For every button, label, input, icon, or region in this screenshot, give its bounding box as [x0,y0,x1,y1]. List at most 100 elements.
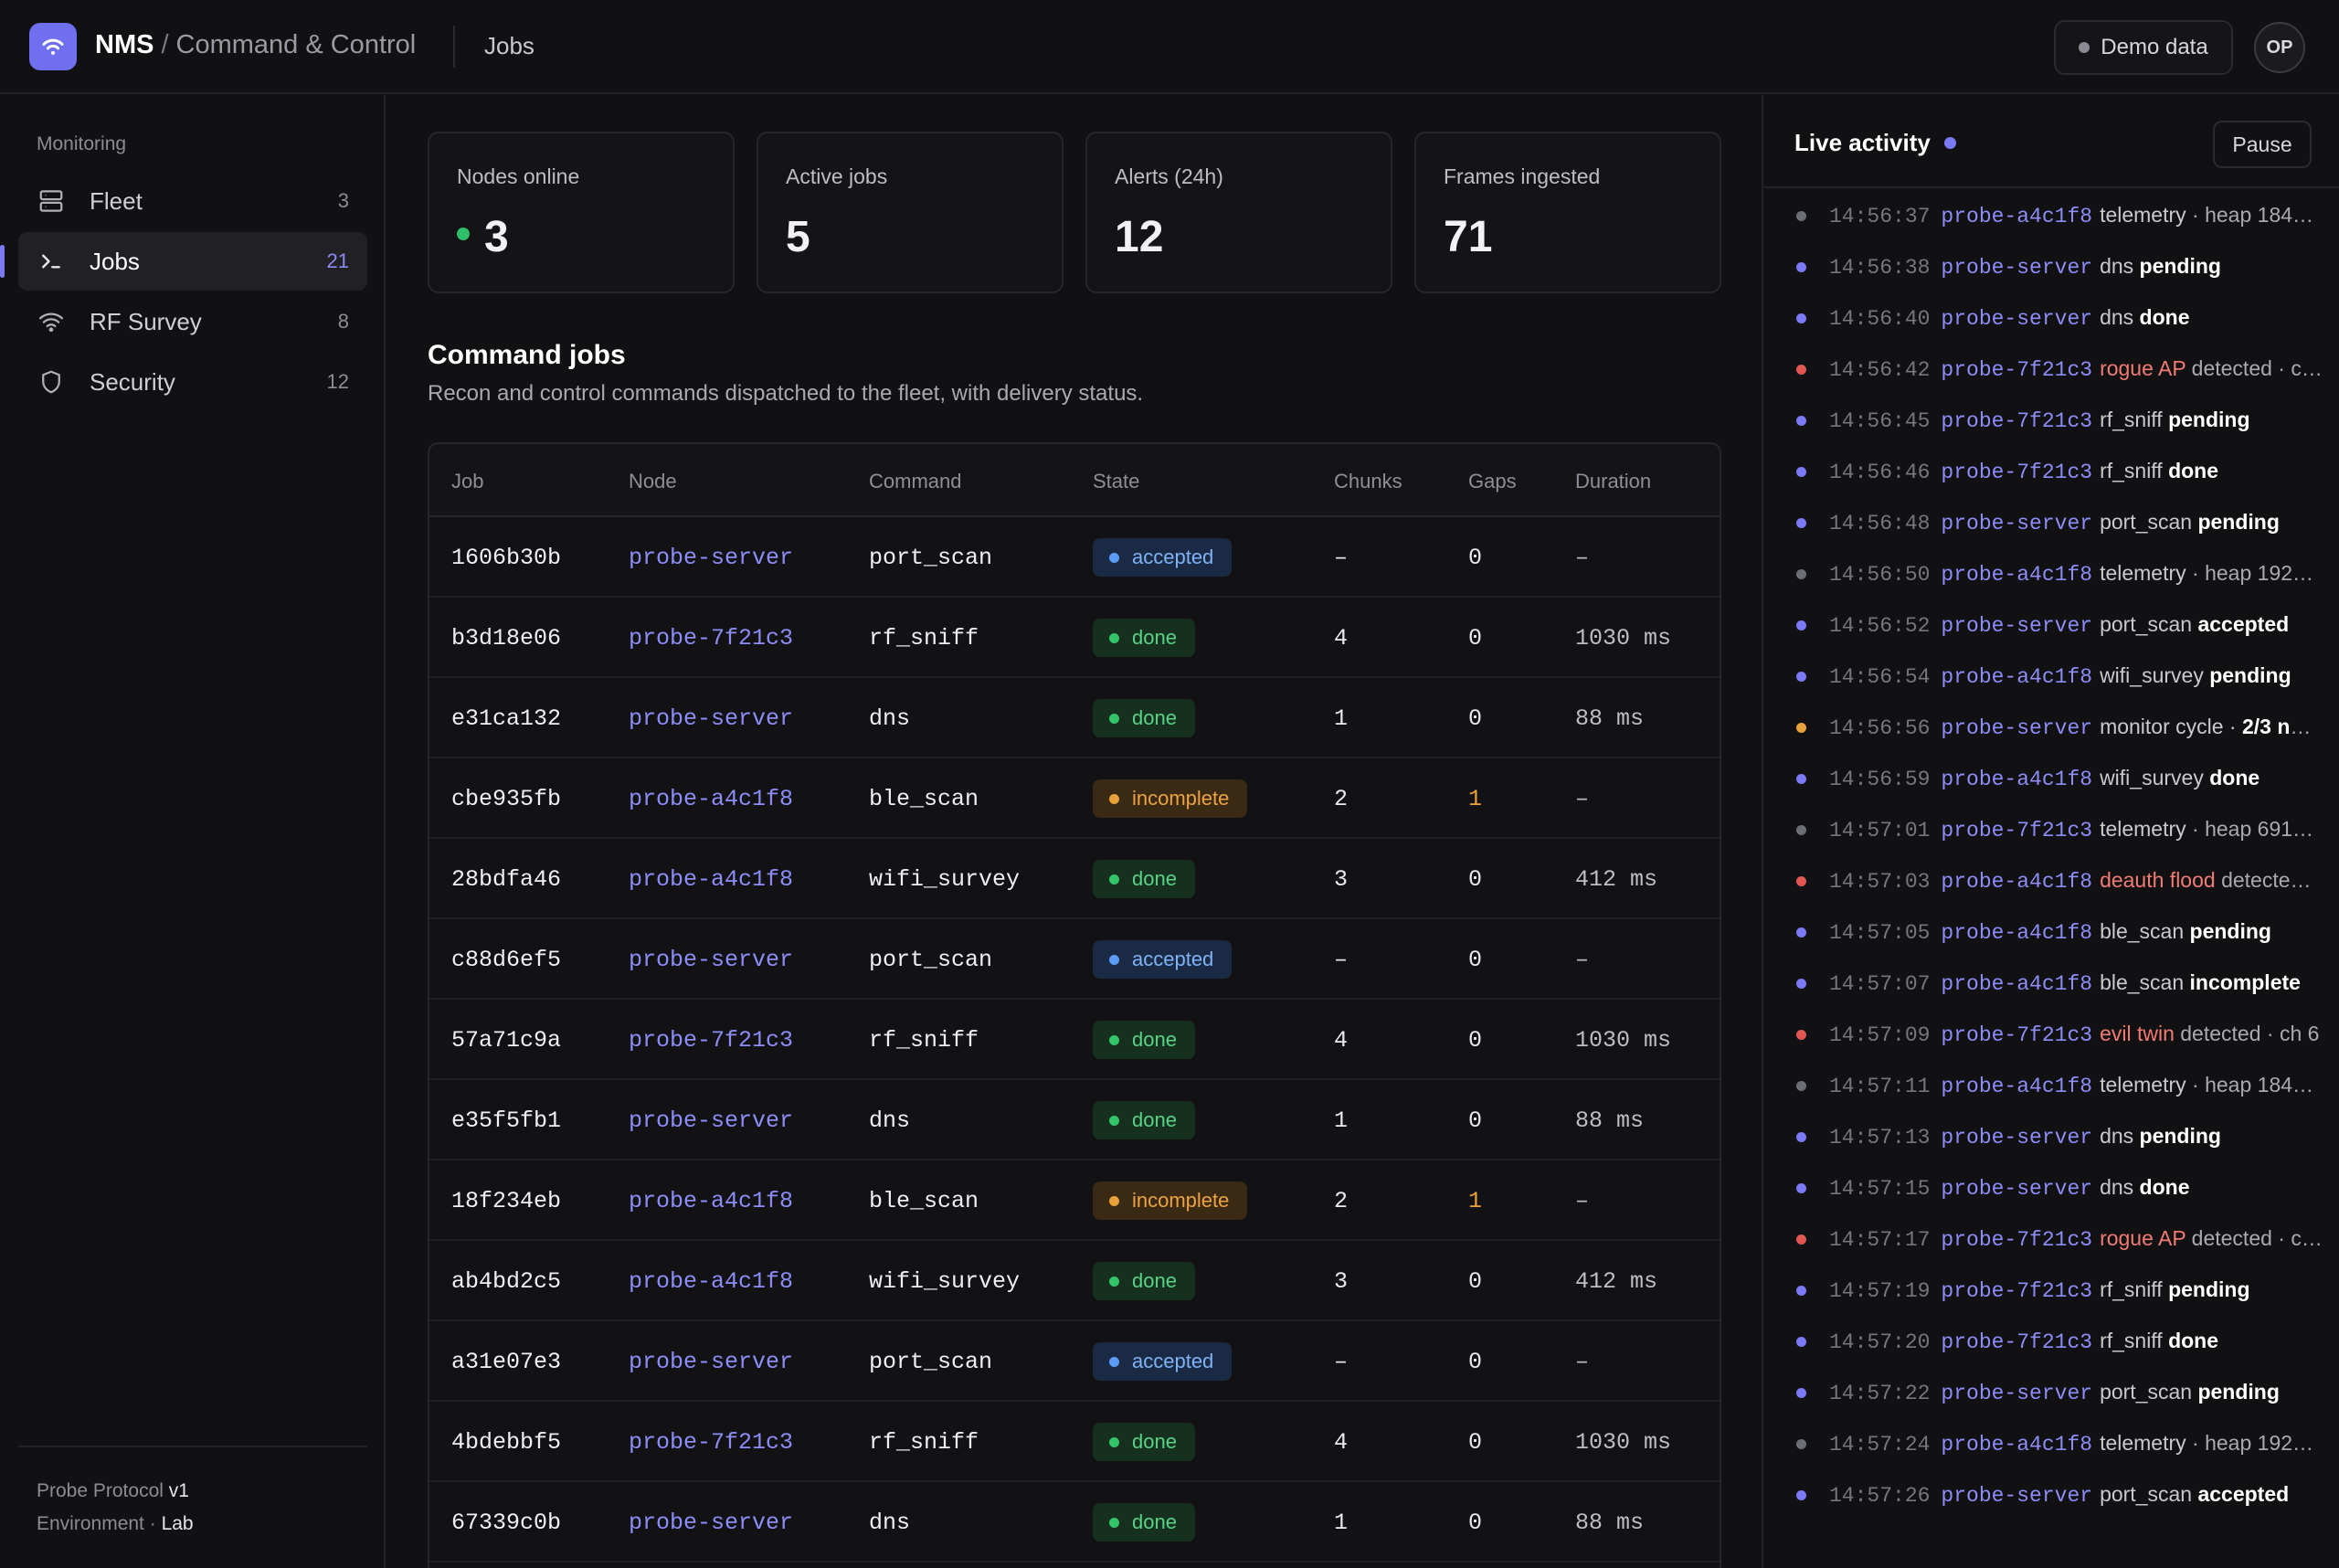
event-node[interactable]: probe-a4c1f8 [1941,768,2093,791]
column-header-command[interactable]: Command [869,470,962,493]
sidebar-item-jobs[interactable]: Jobs 21 [0,232,367,291]
job-id[interactable]: b3d18e06 [451,624,562,652]
activity-event[interactable]: 14:57:20 probe-7f21c3 rf_sniff done [1763,1316,2339,1367]
activity-event[interactable]: 14:57:03 probe-a4c1f8 deauth flood detecte… [1763,855,2339,906]
activity-event[interactable]: 14:56:42 probe-7f21c3 rogue AP detected · … [1763,344,2339,395]
job-id[interactable]: 28bdfa46 [451,865,562,893]
node-link[interactable]: probe-server [629,705,794,732]
event-node[interactable]: probe-a4c1f8 [1941,972,2093,996]
user-avatar[interactable]: OP [2254,22,2305,73]
event-node[interactable]: probe-server [1941,256,2093,280]
node-link[interactable]: probe-7f21c3 [629,1428,794,1456]
event-node[interactable]: probe-server [1941,512,2093,535]
node-link[interactable]: probe-a4c1f8 [629,865,794,893]
event-node[interactable]: probe-server [1941,1382,2093,1405]
node-link[interactable]: probe-7f21c3 [629,624,794,652]
column-header-chunks[interactable]: Chunks [1334,470,1402,493]
job-id[interactable]: c88d6ef5 [451,946,562,973]
activity-event[interactable]: 14:57:01 probe-7f21c3 telemetry · heap 691… [1763,804,2339,855]
event-node[interactable]: probe-7f21c3 [1941,1023,2093,1047]
table-row[interactable]: cbe935fb probe-a4c1f8 ble_scan incomplete 2 1… [429,758,1720,839]
job-id[interactable]: 57a71c9a [451,1026,562,1054]
job-id[interactable]: ab4bd2c5 [451,1267,562,1295]
event-node[interactable]: probe-server [1941,614,2093,638]
activity-event[interactable]: 14:56:40 probe-server dns done [1763,292,2339,344]
job-id[interactable]: cbe935fb [451,785,562,812]
event-node[interactable]: probe-7f21c3 [1941,819,2093,842]
event-node[interactable]: probe-server [1941,1126,2093,1150]
sidebar-item-security[interactable]: Security 12 [18,353,367,411]
column-header-job[interactable]: Job [451,470,484,493]
table-row[interactable]: 57a71c9a probe-7f21c3 rf_sniff done 4 0 1030 m… [429,1000,1720,1080]
table-row[interactable]: 18f234eb probe-a4c1f8 ble_scan incomplete 2 1… [429,1160,1720,1241]
node-link[interactable]: probe-a4c1f8 [629,1267,794,1295]
activity-event[interactable]: 14:57:17 probe-7f21c3 rogue AP detected · … [1763,1213,2339,1265]
job-id[interactable]: 18f234eb [451,1187,562,1214]
table-row[interactable]: 4bdebbf5 probe-7f21c3 rf_sniff done 4 0 1030 m… [429,1402,1720,1482]
event-node[interactable]: probe-a4c1f8 [1941,205,2093,228]
event-node[interactable]: probe-7f21c3 [1941,1279,2093,1303]
event-node[interactable]: probe-a4c1f8 [1941,1433,2093,1457]
event-node[interactable]: probe-server [1941,716,2093,740]
breadcrumb[interactable]: Jobs [484,32,534,59]
demo-data-toggle[interactable]: Demo data [2054,20,2233,75]
job-id[interactable]: 67339c0b [451,1509,562,1536]
app-logo[interactable] [29,23,77,70]
node-link[interactable]: probe-a4c1f8 [629,1187,794,1214]
job-id[interactable]: a31e07e3 [451,1348,562,1375]
table-row[interactable]: c88d6ef5 probe-server port_scan accepted – 0 – [429,919,1720,1000]
column-header-gaps[interactable]: Gaps [1468,470,1517,493]
event-node[interactable]: probe-a4c1f8 [1941,870,2093,894]
activity-event[interactable]: 14:56:52 probe-server port_scan accepted [1763,599,2339,651]
activity-event[interactable]: 14:57:15 probe-server dns done [1763,1162,2339,1213]
job-id[interactable]: e31ca132 [451,705,562,732]
activity-event[interactable]: 14:57:09 probe-7f21c3 evil twin detected ·… [1763,1009,2339,1060]
node-link[interactable]: probe-server [629,946,794,973]
column-header-state[interactable]: State [1093,470,1140,493]
event-node[interactable]: probe-server [1941,1484,2093,1508]
node-link[interactable]: probe-server [629,544,794,571]
node-link[interactable]: probe-server [629,1509,794,1536]
event-node[interactable]: probe-a4c1f8 [1941,1075,2093,1098]
job-id[interactable]: e35f5fb1 [451,1107,562,1134]
activity-event[interactable]: 14:57:05 probe-a4c1f8 ble_scan pending [1763,906,2339,958]
activity-event[interactable]: 14:57:19 probe-7f21c3 rf_sniff pending [1763,1265,2339,1316]
activity-event[interactable]: 14:57:11 probe-a4c1f8 telemetry · heap 184… [1763,1060,2339,1111]
activity-event[interactable]: 14:56:54 probe-a4c1f8 wifi_survey pending [1763,651,2339,702]
event-node[interactable]: probe-7f21c3 [1941,1330,2093,1354]
node-link[interactable]: probe-server [629,1107,794,1134]
event-node[interactable]: probe-a4c1f8 [1941,563,2093,587]
node-link[interactable]: probe-7f21c3 [629,1026,794,1054]
activity-event[interactable]: 14:57:26 probe-server port_scan accepted [1763,1469,2339,1520]
table-row[interactable]: 28bdfa46 probe-a4c1f8 wifi_survey done 3 0 412… [429,839,1720,919]
sidebar-item-fleet[interactable]: Fleet 3 [18,172,367,230]
activity-event[interactable]: 14:56:46 probe-7f21c3 rf_sniff done [1763,446,2339,497]
column-header-duration[interactable]: Duration [1575,470,1652,493]
event-node[interactable]: probe-7f21c3 [1941,409,2093,433]
table-row[interactable]: b3d18e06 probe-7f21c3 rf_sniff done 4 0 1030 m… [429,598,1720,678]
event-node[interactable]: probe-7f21c3 [1941,1228,2093,1252]
table-row[interactable]: 1606b30b probe-server port_scan accepted – 0 – [429,517,1720,598]
activity-event[interactable]: 14:56:50 probe-a4c1f8 telemetry · heap 192… [1763,548,2339,599]
table-row[interactable]: e35f5fb1 probe-server dns done 1 0 88 ms [429,1080,1720,1160]
event-node[interactable]: probe-a4c1f8 [1941,665,2093,689]
table-row[interactable]: 67339c0b probe-server dns done 1 0 88 ms [429,1482,1720,1563]
activity-event[interactable]: 14:56:56 probe-server monitor cycle · 2/3 … [1763,702,2339,753]
table-row[interactable]: ab4bd2c5 probe-a4c1f8 wifi_survey done 3 0 412… [429,1241,1720,1321]
job-id[interactable]: 4bdebbf5 [451,1428,562,1456]
event-node[interactable]: probe-a4c1f8 [1941,921,2093,945]
pause-button[interactable]: Pause [2213,121,2312,168]
activity-event[interactable]: 14:56:37 probe-a4c1f8 telemetry · heap 184… [1763,190,2339,241]
table-row[interactable]: a31e07e3 probe-server port_scan accepted – 0 – [429,1321,1720,1402]
activity-event[interactable]: 14:57:13 probe-server dns pending [1763,1111,2339,1162]
activity-event[interactable]: 14:57:07 probe-a4c1f8 ble_scan incomplete [1763,958,2339,1009]
sidebar-item-rf-survey[interactable]: RF Survey 8 [18,292,367,351]
activity-event[interactable]: 14:57:22 probe-server port_scan pending [1763,1367,2339,1418]
job-id[interactable]: 1606b30b [451,544,562,571]
table-row[interactable]: e31ca132 probe-server dns done 1 0 88 ms [429,678,1720,758]
event-node[interactable]: probe-7f21c3 [1941,461,2093,484]
event-node[interactable]: probe-server [1941,307,2093,331]
activity-event[interactable]: 14:56:59 probe-a4c1f8 wifi_survey done [1763,753,2339,804]
activity-event[interactable]: 14:57:24 probe-a4c1f8 telemetry · heap 192… [1763,1418,2339,1469]
